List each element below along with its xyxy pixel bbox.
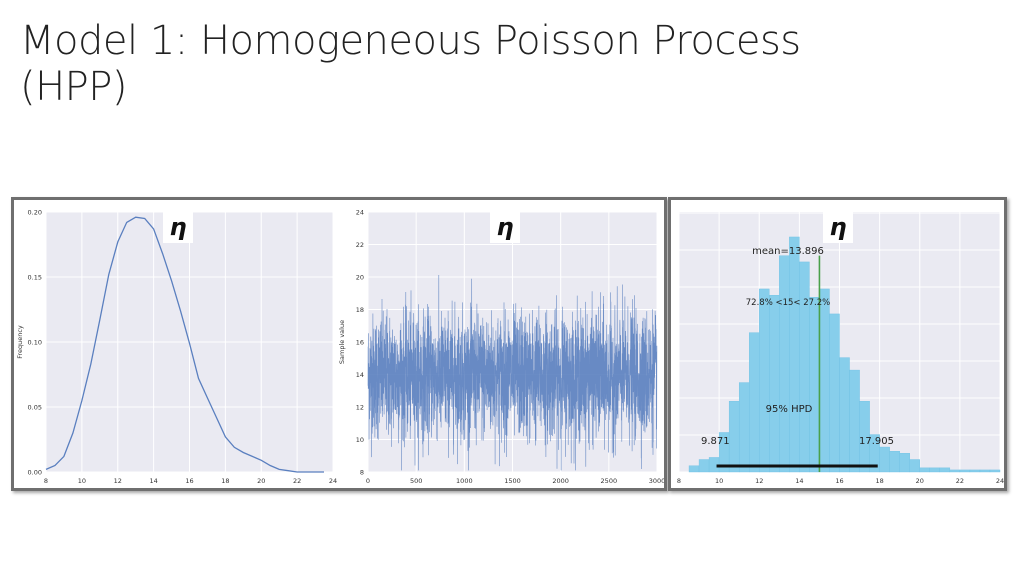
histogram-bar: [738, 382, 750, 473]
trace-y-tick-label: 24: [356, 209, 364, 217]
eta-label-background: [163, 211, 193, 243]
trace-y-tick-label: 20: [356, 274, 364, 282]
histogram-bar: [879, 446, 890, 473]
trace-x-tick-label: 3000: [649, 477, 664, 485]
trace-x-tick-label: 2000: [552, 477, 569, 485]
trace-x-tick-label: 500: [410, 477, 422, 485]
histogram-bar: [989, 469, 1001, 473]
histogram-bar: [749, 332, 760, 473]
mean-annotation: mean=13.896: [752, 246, 824, 257]
slide-title-line-1: Model 1: Homogeneous Poisson Process: [20, 18, 801, 64]
trace-sample-line: [367, 274, 658, 471]
eta-label-background: [490, 211, 520, 243]
histogram-x-tick-label: 24: [996, 477, 1004, 485]
kde-y-tick-label: 0.20: [28, 209, 42, 217]
posterior-histogram-figure: 8 10 12 14 16 18 20 22 24 mean=13.896 72.8% <15< 2…: [668, 197, 1007, 491]
kde-x-tick-label: 14: [149, 477, 157, 485]
histogram-bar: [829, 313, 840, 473]
trace-y-tick-label: 22: [356, 241, 364, 249]
trace-y-tick-label: 14: [356, 371, 364, 379]
trace-y-axis-label: Sample value: [338, 320, 346, 364]
histogram-bar: [688, 465, 700, 473]
histogram-bar: [728, 401, 740, 473]
histogram-bar: [769, 294, 780, 473]
eta-label-background: [823, 211, 853, 243]
histogram-bar: [969, 469, 981, 473]
eta-symbol-label: η: [829, 213, 846, 241]
trace-y-tick-label: 18: [356, 306, 364, 314]
histogram-bar: [979, 469, 991, 473]
histogram-x-tick-label: 20: [916, 477, 924, 485]
trace-x-tick-label: 2500: [601, 477, 618, 485]
histogram-bar: [949, 469, 961, 473]
hpd-low-annotation: 9.871: [701, 436, 730, 447]
histogram-bar: [759, 288, 770, 473]
slide-title-line-2: (HPP): [20, 64, 128, 110]
histogram-bar: [799, 261, 810, 473]
histogram-x-tick-label: 22: [956, 477, 964, 485]
histogram-bar: [889, 450, 900, 473]
trace-y-tick-label: 16: [356, 339, 364, 347]
histogram-bar: [919, 467, 930, 473]
kde-and-trace-figure: 8 10 12 14 16 18 20 22 24 0.00 0.05 0.10 0.15 0.20 Fre…: [11, 197, 667, 491]
kde-x-tick-label: 10: [78, 477, 86, 485]
histogram-bar: [809, 297, 820, 473]
histogram-bar: [899, 453, 910, 473]
histogram-bar: [779, 255, 790, 473]
histogram-bar: [849, 369, 860, 473]
histogram-bar: [698, 459, 710, 473]
histogram-x-tick-label: 8: [677, 477, 681, 485]
histogram-x-tick-label: 18: [875, 477, 883, 485]
hpd-high-annotation: 17.905: [859, 436, 894, 447]
eta-symbol-label: η: [496, 213, 513, 241]
kde-x-tick-label: 18: [221, 477, 229, 485]
histogram-bar: [939, 467, 951, 473]
trace-y-tick-label: 12: [356, 404, 364, 412]
eta-symbol-label: η: [169, 213, 186, 241]
kde-y-axis-label: Frequency: [16, 325, 24, 359]
histogram-bar: [929, 467, 941, 473]
slide-title: Model 1: Homogeneous Poisson Process (HP…: [20, 18, 920, 110]
kde-x-tick-label: 12: [114, 477, 122, 485]
histogram-bar: [909, 459, 920, 473]
histogram-bar: [839, 357, 850, 473]
kde-x-tick-label: 16: [185, 477, 193, 485]
histogram-bar: [819, 288, 830, 473]
histogram-bar: [789, 236, 800, 473]
trace-x-tick-label: 1500: [504, 477, 521, 485]
trace-x-tick-label: 0: [366, 477, 370, 485]
kde-y-tick-label: 0.15: [28, 274, 42, 282]
kde-y-tick-label: 0.00: [28, 469, 42, 477]
kde-x-tick-label: 22: [293, 477, 301, 485]
posterior-histogram-svg: 8 10 12 14 16 18 20 22 24 mean=13.896 72.8% <15< 2…: [671, 200, 1004, 488]
histogram-x-tick-label: 10: [715, 477, 723, 485]
trace-y-tick-label: 8: [360, 469, 364, 477]
kde-x-tick-label: 20: [257, 477, 265, 485]
histogram-x-tick-label: 12: [755, 477, 763, 485]
histogram-x-tick-label: 16: [835, 477, 843, 485]
kde-y-tick-label: 0.10: [28, 339, 42, 347]
histogram-x-tick-label: 14: [795, 477, 803, 485]
trace-x-tick-label: 1000: [456, 477, 473, 485]
kde-and-trace-svg: 8 10 12 14 16 18 20 22 24 0.00 0.05 0.10 0.15 0.20 Fre…: [14, 200, 665, 488]
hpd-annotation: 95% HPD: [766, 404, 813, 415]
kde-density-line: [45, 216, 324, 473]
kde-x-tick-label: 8: [44, 477, 48, 485]
histogram-bar: [959, 469, 971, 473]
kde-x-tick-label: 24: [329, 477, 337, 485]
trace-y-tick-label: 10: [356, 436, 364, 444]
kde-y-tick-label: 0.05: [28, 404, 42, 412]
reference-percent-annotation: 72.8% <15< 27.2%: [746, 298, 830, 308]
